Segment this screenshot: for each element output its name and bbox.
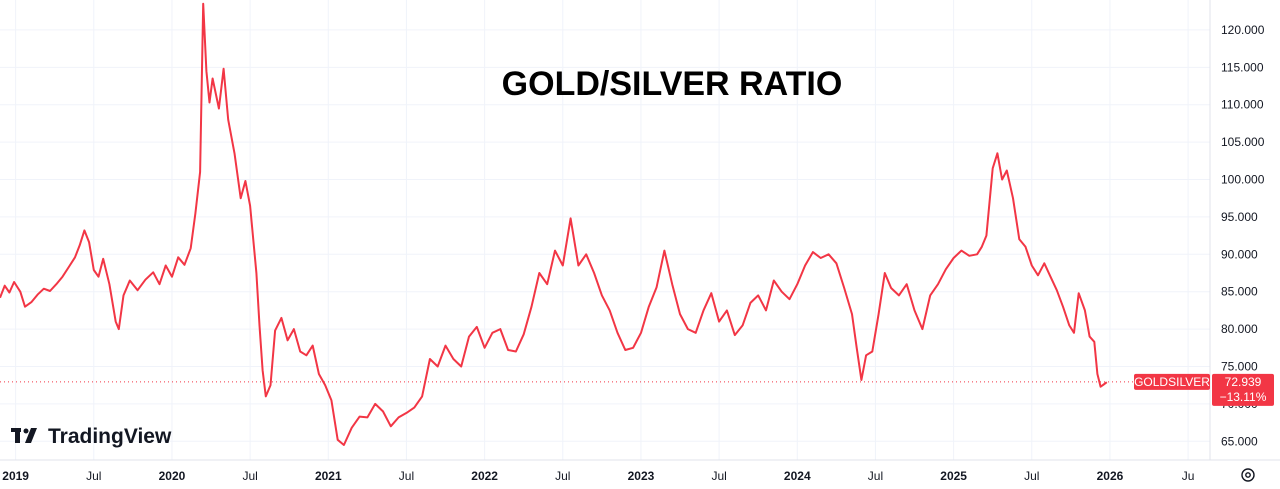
y-tick-label: 85.000	[1221, 285, 1258, 299]
last-value-label: 72.939	[1225, 375, 1262, 389]
y-tick-label: 90.000	[1221, 247, 1258, 261]
last-value-tag: GOLDSILVER 72.939 −13.11%	[1134, 373, 1274, 406]
x-tick-label: 2023	[628, 469, 655, 483]
x-tick-label: 2022	[471, 469, 498, 483]
y-tick-label: 115.000	[1221, 60, 1264, 74]
x-tick-label: Jul	[711, 469, 726, 483]
tradingview-logo[interactable]: TradingView	[11, 425, 172, 448]
y-tick-label: 110.000	[1221, 98, 1264, 112]
y-tick-label: 80.000	[1221, 322, 1258, 336]
symbol-tag	[1134, 373, 1210, 390]
x-tick-label: Ju	[1182, 469, 1195, 483]
x-tick-label: Jul	[868, 469, 883, 483]
last-change-label: −13.11%	[1220, 390, 1267, 404]
x-tick-label: 2026	[1097, 469, 1124, 483]
tradingview-logo-text: TradingView	[48, 425, 172, 448]
x-tick-label: Jul	[399, 469, 414, 483]
x-tick-label: 2020	[159, 469, 186, 483]
tradingview-logo-icon	[11, 428, 37, 443]
x-tick-label: Jul	[1024, 469, 1039, 483]
y-tick-label: 120.000	[1221, 23, 1265, 37]
x-tick-label: 2021	[315, 469, 342, 483]
y-tick-label: 65.000	[1221, 434, 1258, 448]
x-tick-label: 2019	[2, 469, 29, 483]
series-line-goldsilver	[0, 2, 1108, 446]
x-tick-label: Jul	[555, 469, 570, 483]
x-tick-label: 2024	[784, 469, 811, 483]
time-axis-labels[interactable]: 2019 Jul 2020 Jul 2021 Jul 2022 Jul 2023 Jul 2024 J…	[2, 469, 1194, 483]
symbol-tag-label: GOLDSILVER	[1134, 375, 1210, 389]
last-value-box	[1212, 373, 1274, 406]
x-tick-label: 2025	[940, 469, 967, 483]
y-tick-label: 95.000	[1221, 210, 1258, 224]
y-tick-label: 105.000	[1221, 135, 1265, 149]
y-tick-label: 75.000	[1221, 360, 1258, 374]
vertical-gridlines	[15, 0, 1189, 460]
chart-title: GOLD/SILVER RATIO	[502, 65, 843, 103]
x-tick-label: Jul	[86, 469, 101, 483]
gear-icon[interactable]	[1241, 468, 1255, 482]
x-tick-label: Jul	[242, 469, 257, 483]
y-tick-label: 100.000	[1221, 173, 1265, 187]
